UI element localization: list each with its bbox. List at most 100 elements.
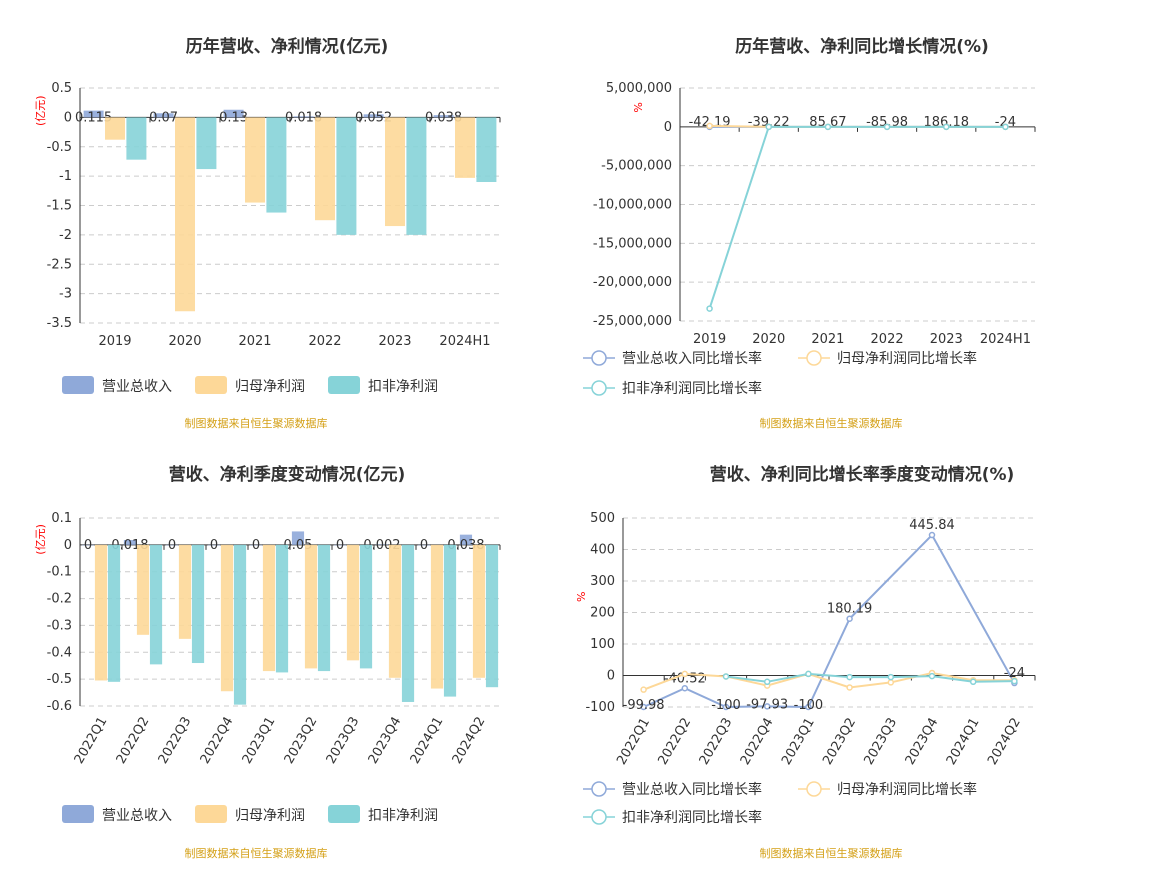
x-tick-label: 2022Q3 — [156, 715, 195, 767]
y-tick-label: -20,000,000 — [593, 275, 672, 290]
legend-label: 归母净利润 — [235, 378, 305, 395]
series-point-revenue — [805, 703, 812, 711]
x-tick-label: 2024Q2 — [450, 715, 489, 767]
series-point-deducted — [1011, 677, 1018, 685]
data-label: 0 — [168, 538, 176, 553]
data-label: -100 — [794, 698, 824, 713]
bar-net_profit — [175, 117, 195, 312]
data-label: 0.13 — [219, 110, 248, 125]
y-tick-label: 0.1 — [51, 511, 72, 526]
legend-swatch-marker-revenue — [591, 350, 607, 366]
series-point-deducted — [943, 123, 950, 131]
bar-deducted — [149, 544, 163, 665]
y-tick-label: 0 — [64, 538, 72, 553]
series-point-deducted — [824, 123, 832, 131]
x-tick-label: 2023Q4 — [366, 715, 405, 767]
x-tick-label: 2023Q1 — [240, 715, 279, 767]
bar-net_profit — [315, 117, 335, 221]
legend-swatch-deducted — [328, 376, 360, 394]
legend-label: 营业总收入 — [102, 808, 172, 824]
bar-net_profit — [105, 117, 125, 140]
x-tick-label: 2022Q2 — [114, 715, 153, 767]
bar-deducted — [126, 117, 147, 160]
y-tick-label: 300 — [590, 574, 615, 589]
bar-deducted — [275, 544, 289, 673]
series-point-deducted — [846, 673, 853, 681]
annual-growth-chart: 历年营收、净利同比增长情况(%)% 5,000,000 0 -5,000,000 -10… — [583, 36, 1036, 430]
y-axis-unit-label: % — [575, 592, 588, 602]
bar-revenue — [223, 109, 244, 118]
legend-swatch-revenue — [62, 376, 94, 394]
bar-deducted — [401, 544, 415, 702]
x-tick-label: 2023Q3 — [861, 716, 900, 768]
data-label: 0.115 — [75, 110, 112, 125]
x-tick-label: 2021 — [238, 334, 271, 349]
y-tick-label: -25,000,000 — [593, 314, 672, 329]
annual-growth-panel: 历年营收、净利同比增长情况(%)% 5,000,000 0 -5,000,000 -10… — [575, 0, 1150, 442]
series-point-deducted — [883, 123, 891, 131]
bar-revenue — [363, 114, 384, 118]
y-axis-unit-label: (亿元) — [34, 524, 47, 555]
x-tick-label: 2022Q4 — [738, 716, 777, 768]
bar-revenue — [293, 116, 314, 118]
series-point-deducted — [763, 678, 771, 686]
legend-label: 归母净利润同比增长率 — [837, 781, 977, 798]
bar-revenue — [459, 534, 473, 545]
legend-swatch-deducted — [328, 805, 360, 823]
x-tick-label: 2021 — [811, 332, 844, 347]
bar-net_profit — [346, 544, 360, 661]
series-line-net_profit — [643, 671, 1015, 691]
y-tick-label: -3.5 — [47, 316, 72, 331]
annual-revenue-profit-panel: 历年营收、净利情况(亿元) (亿元) 0.5 0 -0.5 -1 -1.5 -2 -2.5 -3 -… — [0, 0, 575, 442]
source-note: 制图数据来自恒生聚源数据库 — [185, 416, 328, 430]
chart-title: 历年营收、净利情况(亿元) — [186, 36, 389, 57]
x-tick-label: 2024H1 — [439, 334, 490, 349]
y-tick-label: -0.3 — [47, 618, 72, 633]
data-label: -100 — [711, 698, 741, 713]
bar-revenue — [81, 544, 95, 546]
series-point-deducted — [1002, 123, 1009, 131]
y-tick-label: -0.5 — [47, 140, 72, 155]
series-point-revenue — [640, 703, 647, 711]
y-tick-label: 400 — [590, 543, 615, 558]
bar-deducted — [317, 544, 331, 672]
x-tick-label: 2022Q1 — [72, 715, 111, 767]
bar-deducted — [476, 117, 497, 182]
data-label: 0 — [252, 538, 260, 553]
bar-net_profit — [220, 544, 234, 692]
series-point-revenue — [722, 703, 730, 711]
series-point-net_profit — [887, 679, 895, 686]
bar-revenue — [433, 115, 454, 118]
legend-swatch-revenue — [62, 805, 94, 823]
series-point-deducted — [887, 673, 895, 681]
bar-net_profit — [245, 117, 265, 203]
series-line-revenue — [643, 533, 1016, 709]
data-label: 0 — [84, 538, 92, 553]
legend-label: 扣非净利润同比增长率 — [622, 809, 762, 826]
y-tick-label: -1.5 — [47, 199, 72, 214]
series-point-revenue — [846, 615, 853, 622]
legend-label: 扣非净利润 — [368, 379, 438, 395]
series-point-deducted — [969, 678, 977, 686]
bar-revenue — [153, 113, 174, 118]
bar-net_profit — [472, 544, 486, 678]
y-tick-label: -1 — [59, 169, 72, 184]
bar-net_profit — [178, 544, 192, 639]
bar-revenue — [165, 544, 179, 546]
x-tick-label: 2022Q3 — [697, 716, 736, 768]
bar-revenue — [417, 544, 431, 546]
bar-revenue — [333, 544, 347, 546]
x-tick-label: 2023Q3 — [324, 715, 363, 767]
series-line-deducted — [708, 125, 1006, 309]
legend-swatch-net_profit — [195, 376, 227, 394]
x-tick-label: 2022Q1 — [614, 716, 653, 768]
series-point-net_profit — [846, 684, 853, 691]
bar-revenue — [291, 531, 305, 545]
quarterly-revenue-profit-panel: 营收、净利季度变动情况(亿元) (亿元) 0.1 0 -0.1 -0.2 -0.3 -0.4 -… — [0, 443, 575, 885]
bar-deducted — [406, 117, 427, 235]
x-tick-label: 2022 — [308, 334, 341, 349]
y-tick-label: 0 — [64, 110, 72, 125]
x-tick-label: 2023Q2 — [820, 716, 859, 768]
y-tick-label: -0.5 — [47, 672, 72, 687]
y-tick-label: -0.4 — [47, 645, 72, 660]
